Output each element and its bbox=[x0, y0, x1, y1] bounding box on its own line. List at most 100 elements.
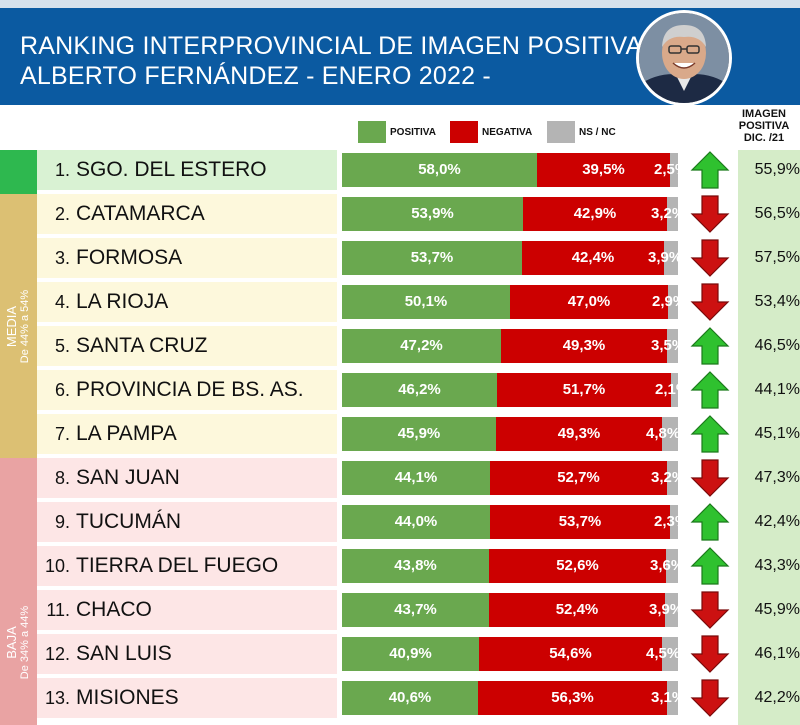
row-background bbox=[37, 150, 337, 190]
bar-nsnc bbox=[662, 417, 678, 451]
table-row: 11. CHACO 43,7%52,4%3,9% 45,9% bbox=[0, 590, 800, 630]
province-name: SAN JUAN bbox=[76, 466, 180, 489]
bar-nsnc bbox=[665, 593, 678, 627]
prev-header-line-3: DIC. /21 bbox=[743, 132, 785, 144]
rank-number: 8. bbox=[54, 468, 70, 488]
province-name: PROVINCIA DE BS. AS. bbox=[76, 378, 304, 401]
trend-down-arrow-icon bbox=[688, 634, 732, 674]
bar-nsnc bbox=[668, 285, 678, 319]
previous-value: 43,3% bbox=[754, 557, 800, 574]
rank-number: 2. bbox=[54, 204, 70, 224]
legend-nsnc: NS / NC bbox=[547, 121, 616, 143]
legend-swatch-negativa bbox=[450, 121, 478, 143]
bar-nsnc bbox=[664, 241, 678, 275]
bar-nsnc-label: 2,3% bbox=[654, 513, 678, 530]
prev-column-header: IMAGEN POSITIVA DIC. /21 bbox=[728, 108, 800, 144]
bar-negativa: 54,6% bbox=[479, 637, 662, 671]
rank-number: 12. bbox=[44, 644, 70, 664]
rank-number: 3. bbox=[54, 248, 70, 268]
trend-up-arrow-icon bbox=[688, 326, 732, 366]
bar-positiva: 47,2% bbox=[342, 329, 501, 363]
bar-nsnc bbox=[670, 153, 678, 187]
trend-down-arrow-icon bbox=[688, 282, 732, 322]
legend-label-nsnc: NS / NC bbox=[579, 126, 616, 138]
table-row: 5. SANTA CRUZ 47,2%49,3%3,5% 46,5% bbox=[0, 326, 800, 366]
trend-down-arrow-icon bbox=[688, 458, 732, 498]
bar-nsnc bbox=[667, 329, 678, 363]
bar-positiva: 40,6% bbox=[342, 681, 478, 715]
table-row: 10. TIERRA DEL FUEGO 43,8%52,6%3,6% 43,3% bbox=[0, 546, 800, 586]
bar-nsnc-label: 3,2% bbox=[651, 469, 678, 486]
previous-value: 42,2% bbox=[754, 689, 800, 706]
bar-negativa: 42,9% bbox=[523, 197, 667, 231]
avatar bbox=[636, 10, 732, 106]
table-row: 8. SAN JUAN 44,1%52,7%3,2% 47,3% bbox=[0, 458, 800, 498]
row-background bbox=[37, 502, 337, 542]
province-name: LA RIOJA bbox=[76, 290, 169, 313]
table-row: 12. SAN LUIS 40,9% 54,6% 4,5% 46,1% bbox=[0, 634, 800, 674]
bar-nsnc-label: 3,2% bbox=[651, 205, 678, 222]
bar-nsnc bbox=[666, 549, 678, 583]
header-banner: RANKING INTERPROVINCIAL DE IMAGEN POSITI… bbox=[0, 0, 800, 106]
bar-negativa: 52,7% bbox=[490, 461, 667, 495]
bar-negativa: 51,7% bbox=[497, 373, 671, 407]
row-background bbox=[37, 282, 337, 322]
bar-positiva: 43,8% bbox=[342, 549, 489, 583]
row-background bbox=[37, 678, 337, 718]
rank-number: 10. bbox=[44, 556, 70, 576]
prev-header-line-2: POSITIVA bbox=[738, 120, 790, 132]
previous-value: 44,1% bbox=[754, 381, 800, 398]
prev-column-background bbox=[738, 150, 800, 725]
rank-number: 5. bbox=[54, 336, 70, 356]
table-row: 1. SGO. DEL ESTERO 58,0%39,5%2,5% 55,9% bbox=[0, 150, 800, 190]
title-line-2: ALBERTO FERNÁNDEZ - ENERO 2022 - bbox=[20, 62, 491, 90]
rank-number: 13. bbox=[44, 688, 70, 708]
bar-nsnc-label: 2,1% bbox=[655, 381, 678, 398]
table-row: 9. TUCUMÁN 44,0%53,7%2,3% 42,4% bbox=[0, 502, 800, 542]
legend-negativa: NEGATIVA bbox=[450, 121, 532, 143]
province-name: CATAMARCA bbox=[76, 202, 205, 225]
bar-negativa: 42,4% bbox=[522, 241, 664, 275]
bar-nsnc bbox=[671, 373, 678, 407]
category-band-media bbox=[0, 194, 37, 458]
bar-negativa: 53,7% bbox=[490, 505, 670, 539]
row-background bbox=[37, 238, 337, 278]
previous-value: 57,5% bbox=[754, 249, 800, 266]
table-row: 3. FORMOSA 53,7%42,4%3,9% 57,5% bbox=[0, 238, 800, 278]
row-background bbox=[37, 458, 337, 498]
province-name: SGO. DEL ESTERO bbox=[76, 158, 267, 181]
bar-positiva: 53,7% bbox=[342, 241, 522, 275]
row-background bbox=[37, 546, 337, 586]
row-background bbox=[37, 634, 337, 674]
table-row: 6. PROVINCIA DE BS. AS. 46,2%51,7%2,1% 44,1… bbox=[0, 370, 800, 410]
bar-negativa: 52,4% bbox=[489, 593, 665, 627]
table-row: 13. MISIONES 40,6%56,3%3,1% 42,2% bbox=[0, 678, 800, 718]
previous-value: 45,1% bbox=[754, 425, 800, 442]
prev-header-line-1: IMAGEN bbox=[742, 108, 786, 120]
legend-swatch-nsnc bbox=[547, 121, 575, 143]
bar-positiva: 40,9% bbox=[342, 637, 479, 671]
bar-negativa: 47,0% bbox=[510, 285, 668, 319]
row-background bbox=[37, 194, 337, 234]
province-name: SANTA CRUZ bbox=[76, 334, 208, 357]
rank-number: 4. bbox=[54, 292, 70, 312]
bar-positiva: 43,7% bbox=[342, 593, 489, 627]
row-background bbox=[37, 370, 337, 410]
category-band-baja bbox=[0, 458, 37, 725]
bar-positiva: 44,0% bbox=[342, 505, 490, 539]
province-name: LA PAMPA bbox=[76, 422, 177, 445]
legend-label-negativa: NEGATIVA bbox=[482, 126, 533, 138]
table-row: 4. LA RIOJA 50,1%47,0%2,9% 53,4% bbox=[0, 282, 800, 322]
previous-value: 45,9% bbox=[754, 601, 800, 618]
rank-number: 7. bbox=[54, 424, 70, 444]
rank-number: 1. bbox=[54, 160, 70, 180]
portrait-image bbox=[639, 13, 729, 103]
previous-value: 55,9% bbox=[754, 161, 800, 178]
legend-swatch-positiva bbox=[358, 121, 386, 143]
bar-nsnc-label: 4,5% bbox=[646, 645, 678, 662]
bar-nsnc bbox=[662, 637, 678, 671]
previous-value: 42,4% bbox=[754, 513, 800, 530]
bar-negativa: 52,6% bbox=[489, 549, 666, 583]
bar-negativa: 56,3% bbox=[478, 681, 667, 715]
table-row: 2. CATAMARCA 53,9%42,9%3,2% 56,5% bbox=[0, 194, 800, 234]
